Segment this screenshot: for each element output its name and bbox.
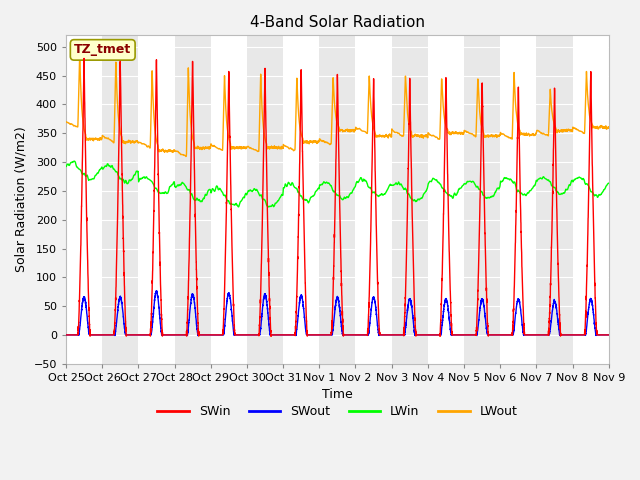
Bar	[247, 36, 283, 364]
Bar	[102, 36, 138, 364]
Bar	[392, 36, 428, 364]
Title: 4-Band Solar Radiation: 4-Band Solar Radiation	[250, 15, 425, 30]
Bar	[66, 36, 102, 364]
Bar	[536, 36, 573, 364]
Legend: SWin, SWout, LWin, LWout: SWin, SWout, LWin, LWout	[152, 400, 522, 423]
Bar	[428, 36, 464, 364]
Bar	[283, 36, 319, 364]
Bar	[500, 36, 536, 364]
Bar	[138, 36, 175, 364]
Y-axis label: Solar Radiation (W/m2): Solar Radiation (W/m2)	[15, 127, 28, 273]
Bar	[211, 36, 247, 364]
Bar	[464, 36, 500, 364]
Bar	[319, 36, 355, 364]
Bar	[573, 36, 609, 364]
Bar	[175, 36, 211, 364]
Bar	[355, 36, 392, 364]
Text: TZ_tmet: TZ_tmet	[74, 43, 131, 56]
X-axis label: Time: Time	[322, 388, 353, 401]
